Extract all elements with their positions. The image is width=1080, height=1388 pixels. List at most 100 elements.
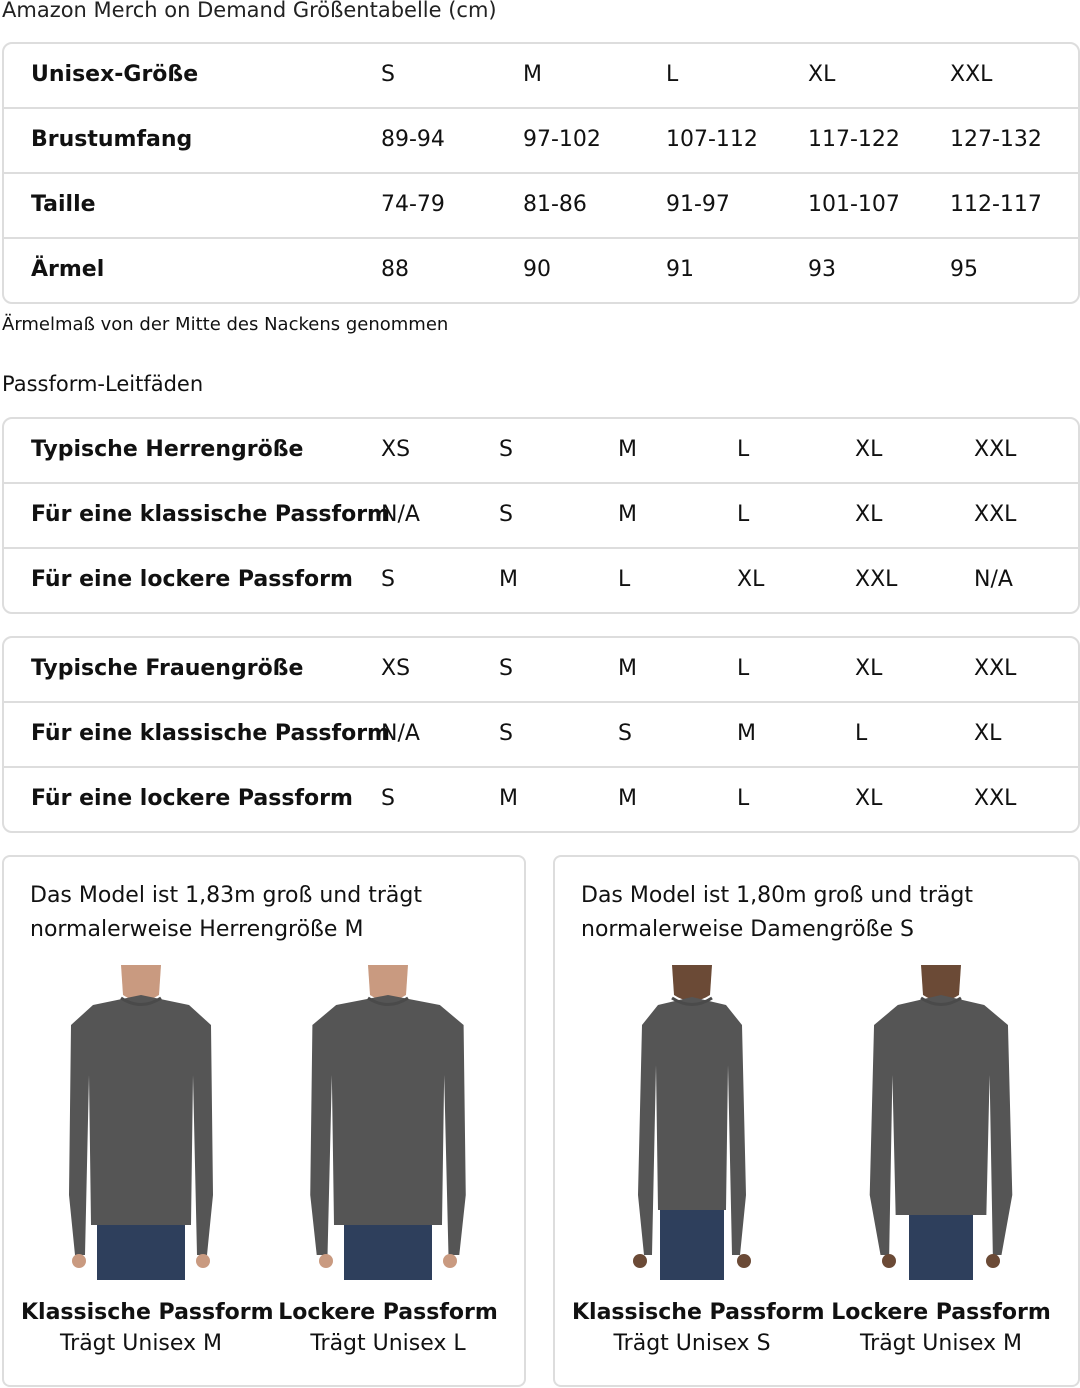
table-cell: XXL <box>974 502 1017 527</box>
table-row: Taille 74-79 81-86 91-97 101-107 112-117 <box>4 172 1078 237</box>
table-cell: S <box>618 721 632 746</box>
size-table: Unisex-Größe S M L XL XXL Brustumfang 89-94 97-1… <box>2 42 1080 304</box>
table-row: Für eine lockere Passform S M M L XL XXL <box>4 766 1078 831</box>
row-label: Brustumfang <box>31 127 193 152</box>
table-cell: S <box>499 721 513 746</box>
table-cell: 93 <box>808 257 836 282</box>
table-cell: XXL <box>974 437 1017 462</box>
table-cell: 112-117 <box>950 192 1042 217</box>
table-cell: M <box>618 502 637 527</box>
table-cell: XL <box>855 502 883 527</box>
table-cell: 91-97 <box>666 192 730 217</box>
table-cell: L <box>855 721 868 746</box>
table-cell: 117-122 <box>808 127 900 152</box>
row-label: Für eine klassische Passform <box>31 721 390 746</box>
table-cell: 127-132 <box>950 127 1042 152</box>
table-cell: L <box>618 567 631 592</box>
table-cell: M <box>737 721 756 746</box>
table-cell: M <box>618 786 637 811</box>
table-cell: 81-86 <box>523 192 587 217</box>
men-fit-table: Typische Herrengröße XS S M L XL XXL Für eine k… <box>2 417 1080 614</box>
women-fit-table: Typische Frauengröße XS S M L XL XXL Für eine k… <box>2 636 1080 833</box>
table-cell: M <box>499 567 518 592</box>
table-cell: XL <box>855 437 883 462</box>
table-cell: 107-112 <box>666 127 758 152</box>
table-cell: M <box>618 656 637 681</box>
row-label: Unisex-Größe <box>31 62 199 87</box>
table-cell: XS <box>381 437 411 462</box>
model-photo <box>310 965 466 1280</box>
table-row: Typische Herrengröße XS S M L XL XXL <box>4 419 1078 482</box>
table-cell: XXL <box>974 656 1017 681</box>
table-cell: S <box>499 437 513 462</box>
table-cell: M <box>499 786 518 811</box>
model-photo <box>69 965 213 1280</box>
table-row: Unisex-Größe S M L XL XXL <box>4 44 1078 107</box>
fit-figure: Lockere Passform Trägt Unisex M <box>821 965 1061 1356</box>
page-title: Amazon Merch on Demand Größentabelle (cm… <box>2 0 497 22</box>
table-row: Typische Frauengröße XS S M L XL XXL <box>4 638 1078 701</box>
row-label: Ärmel <box>31 257 105 282</box>
fit-subtitle: Trägt Unisex L <box>310 1331 466 1356</box>
fit-title: Klassische Passform <box>21 1300 274 1325</box>
table-cell: L <box>737 656 750 681</box>
row-label: Für eine lockere Passform <box>31 786 353 811</box>
table-row: Brustumfang 89-94 97-102 107-112 117-122 127-… <box>4 107 1078 172</box>
table-cell: 89-94 <box>381 127 445 152</box>
table-cell: 97-102 <box>523 127 601 152</box>
table-cell: XS <box>381 656 411 681</box>
fit-heading: Passform-Leitfäden <box>2 372 204 396</box>
table-cell: XXL <box>974 786 1017 811</box>
row-label: Für eine klassische Passform <box>31 502 390 527</box>
table-cell: L <box>666 62 679 87</box>
table-cell: M <box>618 437 637 462</box>
table-cell: 74-79 <box>381 192 445 217</box>
men-model-card: Das Model ist 1,83m groß und trägt norma… <box>2 855 526 1387</box>
table-cell: 91 <box>666 257 694 282</box>
table-cell: XL <box>974 721 1002 746</box>
table-cell: XL <box>855 786 883 811</box>
table-cell: N/A <box>381 721 420 746</box>
fit-figure: Klassische Passform Trägt Unisex S <box>572 965 825 1356</box>
table-row: Für eine klassische Passform N/A S M L XL XXL <box>4 482 1078 547</box>
table-cell: L <box>737 502 750 527</box>
model-description: Das Model ist 1,83m groß und trägt norma… <box>30 883 422 942</box>
table-cell: S <box>381 786 395 811</box>
table-cell: S <box>381 62 395 87</box>
table-cell: S <box>499 502 513 527</box>
table-cell: XL <box>855 656 883 681</box>
table-cell: L <box>737 437 750 462</box>
table-cell: S <box>381 567 395 592</box>
fit-figure: Klassische Passform Trägt Unisex M <box>21 965 274 1356</box>
table-cell: XL <box>737 567 765 592</box>
row-label: Für eine lockere Passform <box>31 567 353 592</box>
table-cell: 90 <box>523 257 551 282</box>
fit-title: Lockere Passform <box>831 1300 1051 1325</box>
fit-title: Lockere Passform <box>278 1300 498 1325</box>
fit-figure: Lockere Passform Trägt Unisex L <box>268 965 508 1356</box>
row-label: Typische Herrengröße <box>31 437 304 462</box>
model-description: Das Model ist 1,80m groß und trägt norma… <box>581 883 973 942</box>
table-row: Für eine klassische Passform N/A S S M L XL <box>4 701 1078 766</box>
model-photo <box>633 965 751 1280</box>
table-cell: XXL <box>950 62 993 87</box>
model-photo <box>869 965 1013 1280</box>
table-cell: XXL <box>855 567 898 592</box>
table-row: Ärmel 88 90 91 93 95 <box>4 237 1078 302</box>
table-cell: 88 <box>381 257 409 282</box>
fit-subtitle: Trägt Unisex M <box>859 1331 1023 1356</box>
table-cell: L <box>737 786 750 811</box>
row-label: Typische Frauengröße <box>31 656 304 681</box>
table-cell: XL <box>808 62 836 87</box>
fit-subtitle: Trägt Unisex M <box>59 1331 223 1356</box>
table-cell: 101-107 <box>808 192 900 217</box>
women-model-card: Das Model ist 1,80m groß und trägt norma… <box>553 855 1080 1387</box>
table-cell: M <box>523 62 542 87</box>
table-cell: N/A <box>381 502 420 527</box>
table-cell: 95 <box>950 257 978 282</box>
sleeve-note: Ärmelmaß von der Mitte des Nackens genom… <box>2 314 449 335</box>
fit-subtitle: Trägt Unisex S <box>613 1331 771 1356</box>
table-cell: S <box>499 656 513 681</box>
fit-title: Klassische Passform <box>572 1300 825 1325</box>
row-label: Taille <box>31 192 96 217</box>
